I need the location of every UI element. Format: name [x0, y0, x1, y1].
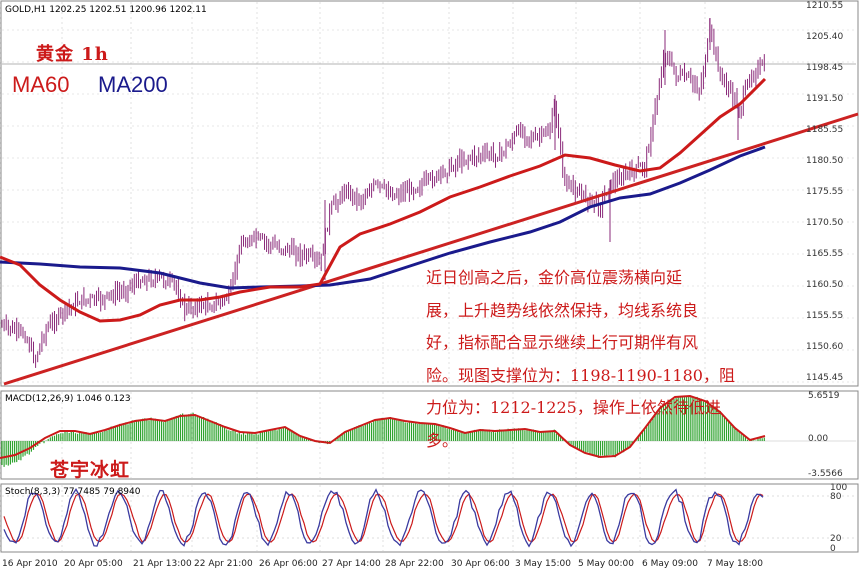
trendline — [3, 112, 859, 386]
time-tick-label: 3 May 15:00 — [515, 559, 571, 569]
price-tick-label: 1155.55 — [806, 311, 843, 321]
time-tick-label: 5 May 00:00 — [578, 559, 634, 569]
price-tick-label: 1165.55 — [806, 249, 843, 259]
commentary-line: 好，指标配合显示继续上行可期伴有风 — [426, 333, 699, 352]
ma200-legend: MA200 — [98, 72, 168, 97]
macd-header: MACD(12,26,9) 1.046 0.123 — [5, 394, 131, 404]
price-tick-label: 1145.45 — [806, 373, 843, 383]
stoch-tick-label: 0 — [830, 544, 836, 554]
stoch-header: Stoch(8,3,3) 77.7485 79.8940 — [5, 487, 141, 497]
commentary-line: 多。 — [426, 430, 459, 450]
time-tick-label: 22 Apr 21:00 — [194, 559, 253, 569]
price-tick-label: 1170.50 — [806, 218, 843, 228]
time-tick-label: 20 Apr 05:00 — [64, 559, 123, 569]
commentary-line: 险。现图支撑位为：1198-1190-1180，阻 — [426, 365, 735, 385]
time-tick-label: 26 Apr 06:00 — [259, 559, 318, 569]
price-tick-label: 1210.55 — [806, 1, 843, 11]
main-panel-frame — [0, 0, 859, 387]
stoch-signal-line — [3, 493, 764, 543]
time-tick-label: 28 Apr 22:00 — [385, 559, 444, 569]
macd-histogram — [1, 396, 765, 467]
main-header: GOLD,H1 1202.25 1202.51 1200.96 1202.11 — [5, 5, 207, 15]
ma200-line — [0, 145, 766, 290]
price-scale: 1210.55 1205.40 1198.45 1191.50 1185.55 1180.… — [806, 1, 847, 554]
price-tick-label: 1175.55 — [806, 187, 843, 197]
time-tick-label: 30 Apr 06:00 — [451, 559, 510, 569]
time-tick-label: 6 May 09:00 — [642, 559, 698, 569]
price-tick-label: 1160.50 — [806, 280, 843, 290]
macd-signal-line — [0, 394, 766, 459]
price-tick-label: 1180.50 — [806, 156, 843, 166]
chart-grid — [0, 2, 856, 551]
stoch-tick-label: 20 — [830, 534, 842, 544]
price-tick-label: 1185.55 — [806, 125, 843, 135]
commentary-line: 近日创高之后，金价高位震荡横向延 — [426, 268, 683, 287]
macd-tick-label: -3.5566 — [808, 469, 843, 479]
ma60-line — [0, 77, 767, 323]
time-axis: 16 Apr 2010 20 Apr 05:00 21 Apr 13:00 22 Ap… — [2, 559, 763, 569]
commentary-line: 力位为：1212-1225，操作上依然待低进 — [426, 398, 721, 417]
macd-tick-label: 0.00 — [808, 434, 828, 444]
time-tick-label: 7 May 18:00 — [707, 559, 763, 569]
ma60-legend: MA60 — [12, 72, 70, 97]
price-tick-label: 1205.40 — [806, 32, 843, 42]
price-tick-label: 1198.45 — [806, 63, 843, 73]
time-tick-label: 16 Apr 2010 — [2, 559, 58, 569]
commentary-block: 近日创高之后，金价高位震荡横向延 展，上升趋势线依然保持，均线系统良 好，指标配… — [426, 262, 856, 457]
commentary-line: 展，上升趋势线依然保持，均线系统良 — [426, 300, 699, 320]
stoch-tick-label: 80 — [830, 492, 842, 502]
time-tick-label: 27 Apr 14:00 — [322, 559, 381, 569]
time-tick-label: 21 Apr 13:00 — [133, 559, 192, 569]
macd-tick-label: 5.6519 — [808, 391, 840, 401]
macd-panel-frame — [0, 390, 859, 480]
author-signature: 苍宇冰虹 — [50, 459, 131, 481]
price-tick-label: 1191.50 — [806, 94, 843, 104]
chart-title: 黄金 1h — [36, 44, 109, 65]
price-tick-label: 1150.60 — [806, 342, 843, 352]
stoch-main-line — [3, 488, 764, 548]
stoch-tick-label: 100 — [830, 483, 847, 493]
